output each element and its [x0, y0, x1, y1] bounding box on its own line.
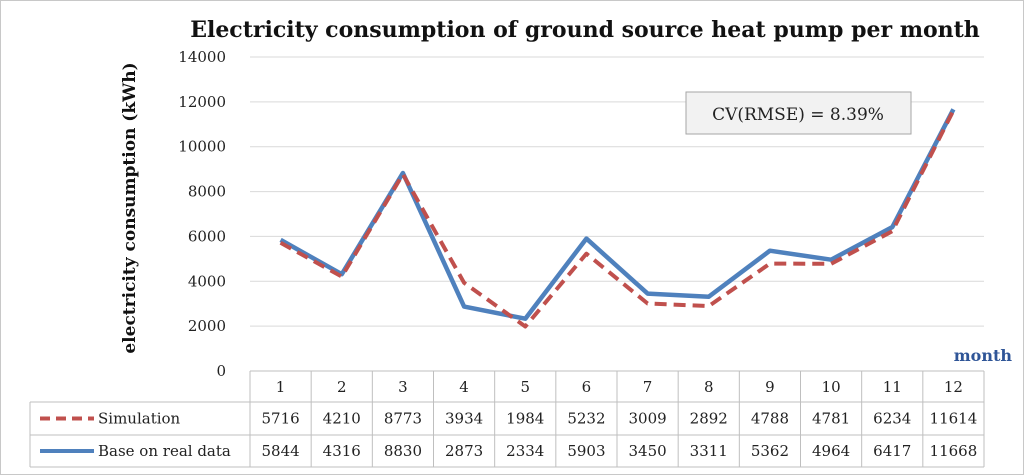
- series-lines: [279, 108, 956, 329]
- x-tick-label: 5: [520, 378, 530, 396]
- x-tick-label: 9: [765, 378, 775, 396]
- data-table-cell: 4781: [812, 410, 850, 428]
- data-table-cell: 4316: [323, 442, 361, 460]
- x-tick-label: 1: [276, 378, 286, 396]
- cv-rmse-annotation: CV(RMSE) = 8.39%: [685, 91, 912, 135]
- annotation-text: CV(RMSE) = 8.39%: [712, 105, 884, 125]
- data-table-cell: 6234: [873, 410, 911, 428]
- x-tick-label: 6: [582, 378, 592, 396]
- data-table-cell: 5903: [567, 442, 605, 460]
- data-table-cell: 3009: [628, 410, 666, 428]
- y-tick-label: 2000: [188, 317, 226, 335]
- legend-label: Base on real data: [98, 442, 231, 460]
- y-tick-label: 0: [216, 362, 226, 380]
- y-tick-labels: 0 2000 4000 6000 8000 10000 12000 14000: [178, 48, 226, 380]
- data-table-cell: 5716: [261, 410, 299, 428]
- legend-label: Simulation: [98, 410, 181, 428]
- data-table-cell: 1984: [506, 410, 544, 428]
- data-table-cell: 6417: [873, 442, 911, 460]
- x-tick-label: 3: [398, 378, 408, 396]
- data-table-cell: 2334: [506, 442, 544, 460]
- x-tick-label: 2: [337, 378, 347, 396]
- data-table-cell: 4210: [323, 410, 361, 428]
- data-table-cell: 5362: [751, 442, 789, 460]
- data-table-cell: 11614: [930, 410, 978, 428]
- y-axis-label: electricity consumption (kWh): [120, 62, 140, 353]
- x-tick-label: 12: [944, 378, 963, 396]
- x-axis-label: month: [954, 346, 1013, 365]
- x-tick-label: 4: [459, 378, 469, 396]
- chart-title: Electricity consumption of ground source…: [190, 17, 980, 43]
- y-tick-label: 6000: [188, 227, 226, 245]
- y-tick-label: 12000: [178, 93, 226, 111]
- data-table-cell: 8773: [384, 410, 422, 428]
- data-table-cell: 4788: [751, 410, 789, 428]
- data-table-cell: 3450: [628, 442, 666, 460]
- data-table-cell: 5232: [567, 410, 605, 428]
- y-tick-label: 14000: [178, 48, 226, 66]
- annotation-box: [685, 91, 912, 135]
- data-table-cell: 3934: [445, 410, 483, 428]
- x-tick-label: 10: [822, 378, 841, 396]
- data-table-cell: 11668: [930, 442, 978, 460]
- data-table-cell: 4964: [812, 442, 850, 460]
- x-tick-label: 11: [883, 378, 902, 396]
- data-table-cell: 2892: [690, 410, 728, 428]
- y-tick-label: 4000: [188, 272, 226, 290]
- x-tick-label: 7: [643, 378, 653, 396]
- series-line: [279, 109, 956, 329]
- series-line: [279, 108, 956, 321]
- data-table-cell: 8830: [384, 442, 422, 460]
- data-table-cell: 5844: [261, 442, 299, 460]
- data-table-cell: 3311: [690, 442, 728, 460]
- y-tick-label: 10000: [178, 138, 226, 156]
- data-table-cell: 2873: [445, 442, 483, 460]
- x-tick-label: 8: [704, 378, 714, 396]
- y-tick-label: 8000: [188, 183, 226, 201]
